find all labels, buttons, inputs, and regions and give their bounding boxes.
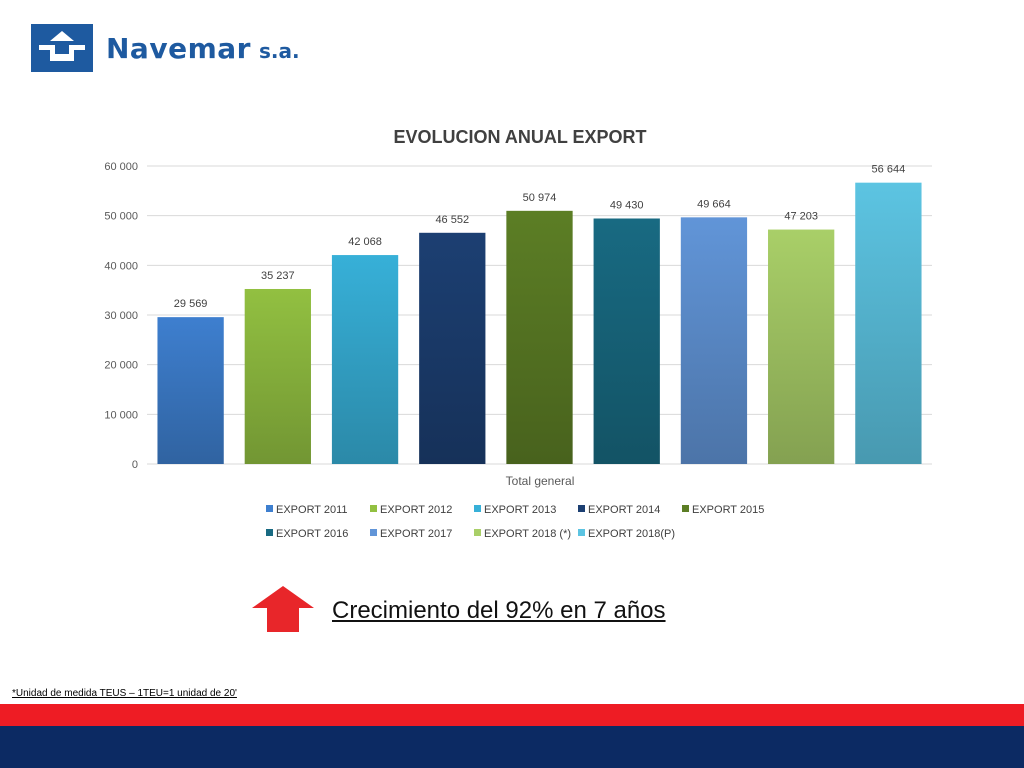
logo-name: Navemar [106, 32, 251, 65]
bar [768, 229, 835, 464]
logo-mark [31, 24, 93, 72]
legend-swatch [266, 529, 273, 536]
legend-label: EXPORT 2011 [276, 504, 348, 516]
bar-value-label: 46 552 [435, 214, 469, 226]
growth-statement: Crecimiento del 92% en 7 años [332, 597, 666, 624]
bar-value-label: 56 644 [872, 164, 906, 176]
bar [593, 218, 660, 464]
bar-value-labels: 29 569 35 237 42 068 46 552 50 974 49 430 49 6… [174, 164, 905, 310]
bar-value-label: 49 430 [610, 199, 644, 211]
y-tick-label: 10 000 [104, 409, 138, 421]
bar-value-label: 47 203 [784, 211, 818, 223]
footnote: *Unidad de medida TEUS – 1TEU=1 unidad d… [12, 688, 237, 699]
legend-swatch [370, 529, 377, 536]
y-tick-label: 20 000 [104, 360, 138, 372]
bar [331, 255, 399, 464]
legend-swatch [682, 505, 689, 512]
y-axis: 0 10 000 20 000 30 000 40 000 50 000 60 000 [104, 161, 138, 471]
legend-swatch [474, 505, 481, 512]
bar [244, 288, 311, 464]
y-tick-label: 50 000 [104, 211, 138, 223]
bar [157, 317, 224, 464]
up-arrow-shape [252, 586, 314, 632]
bar [855, 182, 922, 464]
logo-wordmark: Navemar s.a. [106, 32, 300, 65]
bar-value-label: 42 068 [348, 236, 382, 248]
bar-value-label: 29 569 [174, 298, 208, 310]
chart-title: EVOLUCION ANUAL EXPORT [393, 127, 646, 147]
legend-swatch [578, 529, 585, 536]
y-tick-label: 30 000 [104, 310, 138, 322]
legend-swatch [370, 505, 377, 512]
legend-label: EXPORT 2016 [276, 528, 348, 540]
legend-label: EXPORT 2017 [380, 528, 452, 540]
legend-label: EXPORT 2014 [588, 504, 660, 516]
y-tick-label: 40 000 [104, 260, 138, 272]
y-tick-label: 60 000 [104, 161, 138, 173]
legend-label: EXPORT 2013 [484, 504, 556, 516]
legend-swatch [474, 529, 481, 536]
footer-red-band [0, 704, 1024, 726]
logo-suffix: s.a. [258, 39, 300, 63]
chart-bars [157, 182, 922, 464]
legend-label: EXPORT 2015 [692, 504, 764, 516]
up-arrow-icon [252, 586, 314, 632]
legend-label: EXPORT 2018(P) [588, 528, 675, 540]
legend-label: EXPORT 2012 [380, 504, 452, 516]
x-category-label: Total general [506, 474, 575, 488]
footer-navy-band [0, 726, 1024, 768]
legend-label: EXPORT 2018 (*) [484, 528, 571, 540]
bar-value-label: 49 664 [697, 198, 731, 210]
legend-swatch [578, 505, 585, 512]
bar [419, 232, 486, 464]
chart-legend: EXPORT 2011 EXPORT 2012 EXPORT 2013 EXPORT … [266, 504, 764, 540]
y-tick-label: 0 [132, 459, 138, 471]
legend-swatch [266, 505, 273, 512]
bar-value-label: 50 974 [523, 192, 557, 204]
bar-value-label: 35 237 [261, 270, 295, 282]
bar [680, 217, 748, 464]
bar [506, 210, 573, 464]
export-bar-chart: EVOLUCION ANUAL EXPORT 0 10 000 20 000 30 0… [104, 127, 932, 540]
